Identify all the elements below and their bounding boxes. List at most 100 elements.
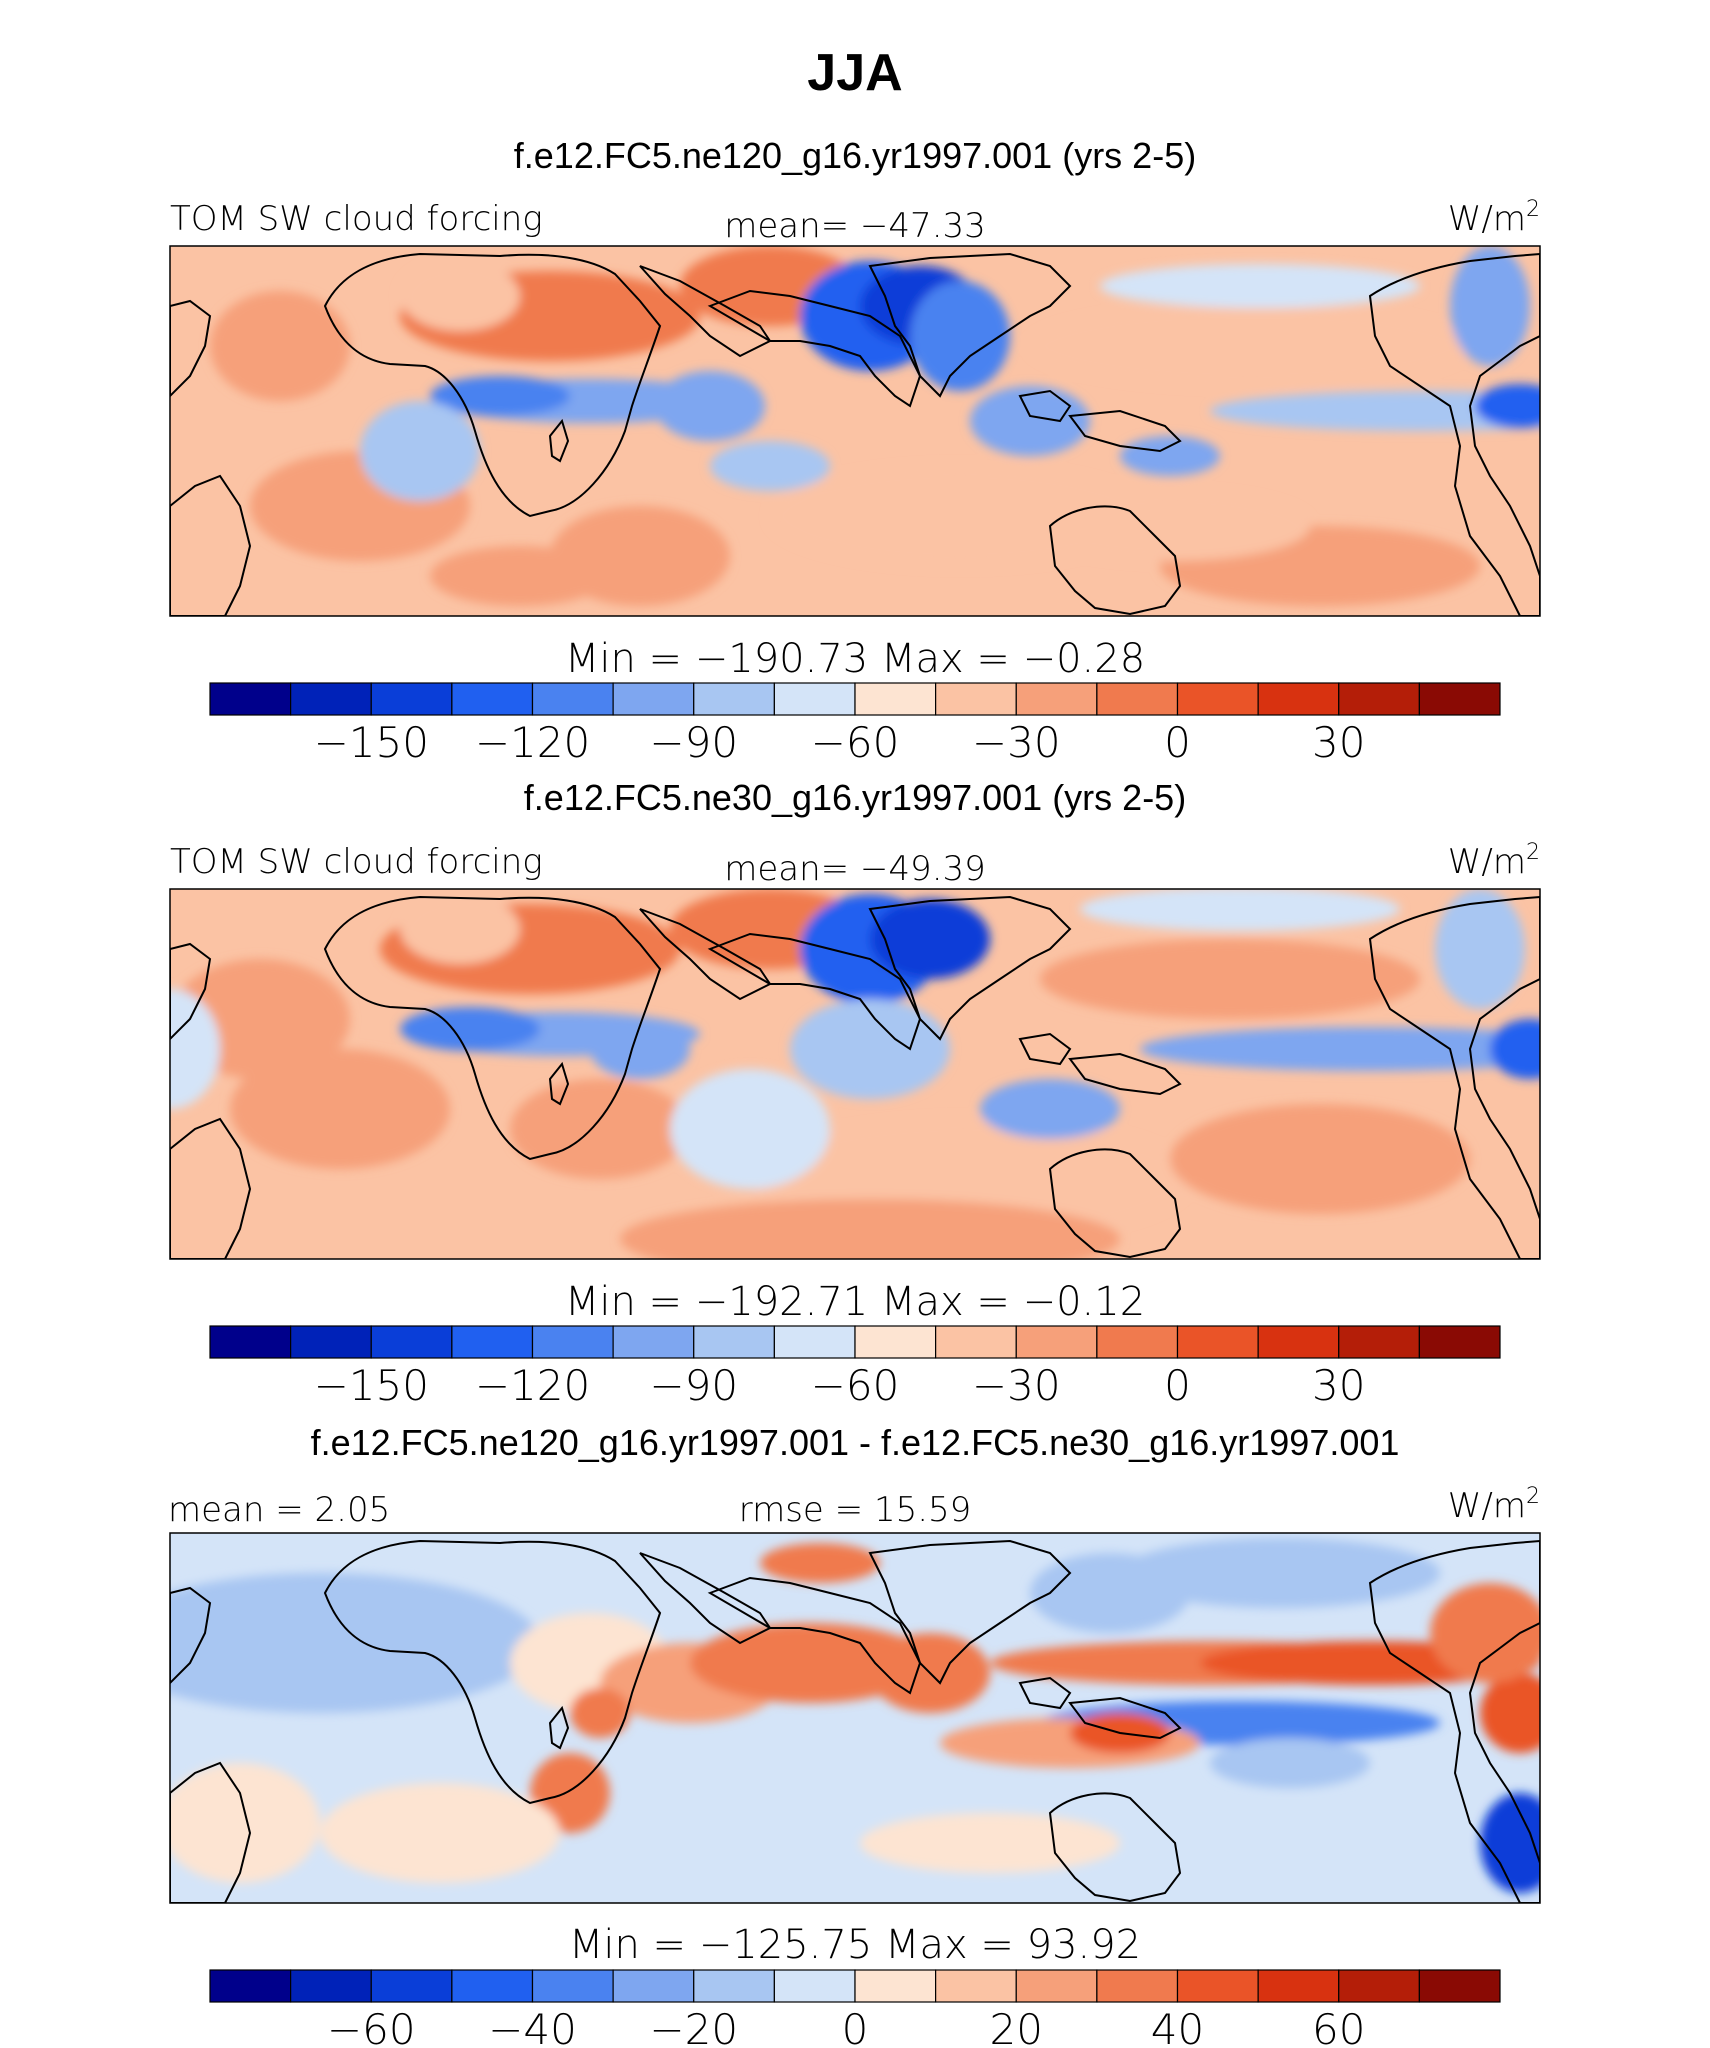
contour-region <box>620 1199 1120 1259</box>
variable-label: TOM SW cloud forcing <box>170 199 543 239</box>
colorbar-tick-label: −120 <box>475 1361 590 1410</box>
variable-label: TOM SW cloud forcing <box>170 842 543 882</box>
contour-region <box>1480 1793 1540 1893</box>
colorbar-swatch <box>1096 1325 1179 1359</box>
colorbar: −60 −40 −20 0 20 40 60 <box>209 1969 1501 2048</box>
colorbar-swatch <box>209 1969 292 2003</box>
contour-region <box>1080 889 1400 931</box>
contour-region <box>170 1763 320 1883</box>
contour-region <box>360 401 480 501</box>
contour-region <box>1030 1553 1190 1633</box>
contour-region <box>570 1688 630 1738</box>
colorbar-tick-label: 20 <box>990 2005 1043 2048</box>
colorbar-swatch <box>531 682 614 716</box>
contour-region <box>1450 246 1530 366</box>
contour-region <box>1140 1027 1540 1071</box>
colorbar-swatch <box>1418 1969 1501 2003</box>
contour-region <box>1040 939 1420 1019</box>
contour-region <box>1490 1019 1540 1079</box>
colorbar-tick-label: −90 <box>649 1361 738 1410</box>
panel-subtitle: f.e12.FC5.ne120_g16.yr1997.001 - f.e12.F… <box>311 1422 1400 1463</box>
colorbar-swatch <box>209 1325 292 1359</box>
contour-region <box>210 291 350 401</box>
colorbar-tick-label: −30 <box>972 718 1061 767</box>
contour-region <box>690 1623 930 1703</box>
contour-region <box>980 1079 1120 1139</box>
colorbar-swatch <box>773 1325 856 1359</box>
colorbar-swatch <box>1015 1325 1098 1359</box>
contour-region <box>400 894 520 964</box>
contour-region <box>430 546 610 606</box>
colorbar-tick-label: −20 <box>649 2005 738 2048</box>
colorbar-swatch <box>1015 682 1098 716</box>
contour-region <box>910 281 1010 391</box>
colorbar-swatch <box>1015 1969 1098 2003</box>
colorbar-swatch <box>531 1969 614 2003</box>
colorbar-swatch <box>531 1325 614 1359</box>
map-frame <box>169 888 1541 1260</box>
colorbar-swatch <box>290 1325 372 1359</box>
contour-region <box>1030 306 1470 386</box>
colorbar-tick-label: 0 <box>842 2005 869 2048</box>
contour-region <box>400 261 520 331</box>
colorbar-tick-label: 30 <box>1312 1361 1365 1410</box>
colorbar: −150 −120 −90 −60 −30 0 30 <box>209 1325 1501 1410</box>
colorbar-tick-label: −40 <box>488 2005 577 2048</box>
colorbar-swatch <box>693 1969 775 2003</box>
colorbar-swatch <box>290 682 372 716</box>
colorbar-tick-label: −150 <box>314 1361 429 1410</box>
colorbar-swatch <box>209 682 292 716</box>
panel-subtitle: f.e12.FC5.ne120_g16.yr1997.001 (yrs 2-5) <box>514 135 1196 176</box>
mean-label: mean= −47.33 <box>724 206 986 246</box>
colorbar-swatch <box>1176 682 1259 716</box>
colorbar-swatch <box>1418 1325 1501 1359</box>
contour-region <box>590 1019 690 1079</box>
map-panel-2: f.e12.FC5.ne30_g16.yr1997.001 (yrs 2-5) T… <box>169 777 1541 1410</box>
colorbar-swatch <box>854 682 937 716</box>
contour-region <box>870 899 990 979</box>
map-panel-1: f.e12.FC5.ne120_g16.yr1997.001 (yrs 2-5)… <box>169 135 1541 767</box>
colorbar-tick-label: 30 <box>1312 718 1365 767</box>
colorbar-tick-label: −60 <box>811 718 900 767</box>
rmse-label: rmse = 15.59 <box>739 1490 972 1530</box>
colorbar-swatch <box>693 682 775 716</box>
colorbar-swatch <box>612 682 695 716</box>
contour-region <box>1030 491 1310 561</box>
colorbar-tick-label: −60 <box>327 2005 416 2048</box>
map-frame <box>169 1532 1541 1904</box>
contour-region <box>170 1573 540 1713</box>
contour-region <box>1170 1104 1470 1214</box>
colorbar-swatch <box>290 1969 372 2003</box>
colorbar-swatch <box>935 682 1017 716</box>
contour-region <box>1100 264 1420 308</box>
colorbar-swatch <box>1338 1325 1420 1359</box>
colorbar-swatch <box>1338 682 1420 716</box>
units-label: W/m2 <box>1448 1484 1540 1526</box>
contour-region <box>320 1783 560 1883</box>
colorbar-swatch <box>935 1969 1017 2003</box>
colorbar-swatch <box>773 682 856 716</box>
contour-field <box>170 246 1540 616</box>
colorbar-tick-label: 60 <box>1312 2005 1365 2048</box>
colorbar-swatch <box>1176 1969 1259 2003</box>
colorbar-tick-label: 0 <box>1164 1361 1191 1410</box>
panel-subtitle: f.e12.FC5.ne30_g16.yr1997.001 (yrs 2-5) <box>524 777 1186 818</box>
contour-region <box>400 1007 540 1051</box>
colorbar-tick-label: 0 <box>1164 718 1191 767</box>
contour-field <box>170 889 1540 1259</box>
contour-region <box>1435 889 1525 1009</box>
colorbar-swatch <box>612 1325 695 1359</box>
colorbar-swatch <box>1096 682 1179 716</box>
contour-region <box>1480 1673 1540 1753</box>
colorbar-swatch <box>612 1969 695 2003</box>
contour-region <box>1210 1738 1370 1788</box>
contour-region <box>670 1069 830 1189</box>
mean-label: mean = 2.05 <box>168 1490 390 1530</box>
minmax-label: Min = −125.75 Max = 93.92 <box>569 1922 1141 1968</box>
contour-region <box>510 1079 690 1179</box>
minmax-label: Min = −192.71 Max = −0.12 <box>565 1279 1145 1325</box>
contour-region <box>760 1543 880 1583</box>
colorbar-swatch <box>1418 682 1501 716</box>
colorbar-swatch <box>773 1969 856 2003</box>
contour-field <box>170 1533 1540 1903</box>
